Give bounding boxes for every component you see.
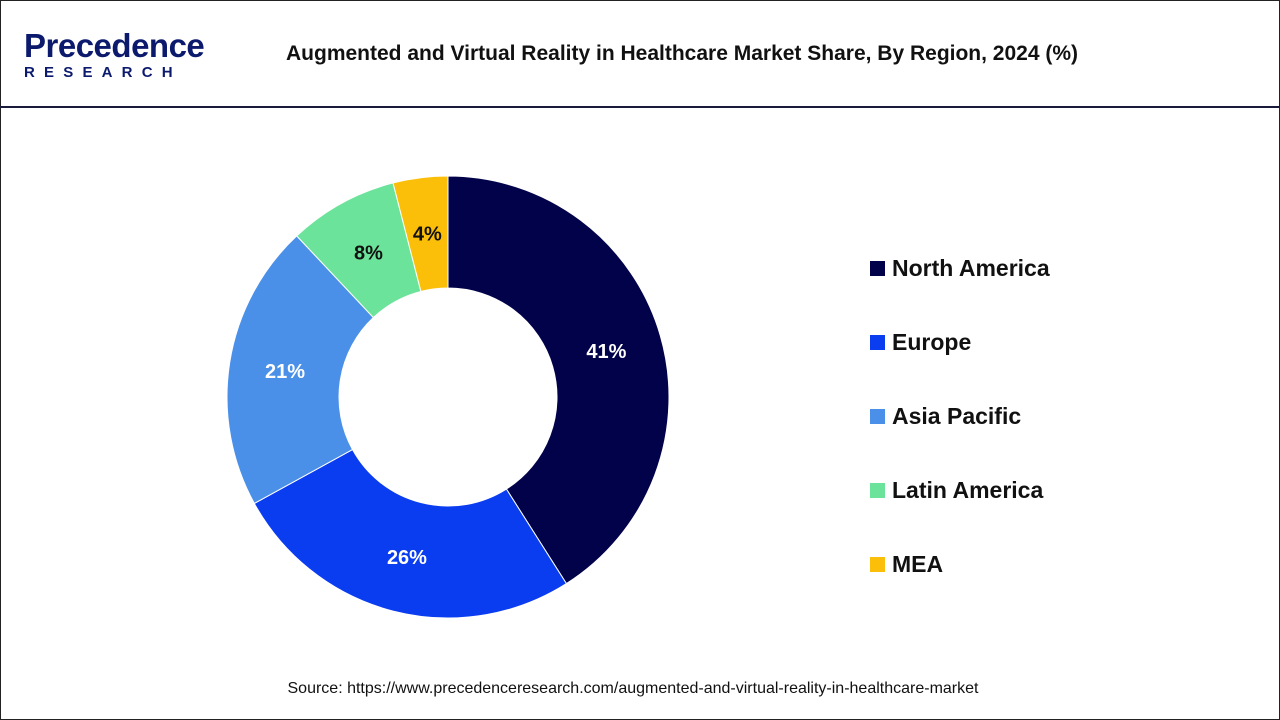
slice-north-america (447, 175, 670, 585)
legend-item: Europe (870, 305, 1050, 380)
data-label: 26% (387, 547, 427, 569)
legend-item: MEA (870, 527, 1050, 602)
slice-europe (253, 448, 568, 619)
logo: Precedence RESEARCH (24, 27, 205, 81)
logo-sub: RESEARCH (24, 64, 182, 81)
legend-label: North America (892, 255, 1050, 281)
legend-swatch (870, 409, 885, 424)
slice-mea (392, 175, 449, 293)
chart-title: Augmented and Virtual Reality in Healthc… (286, 42, 1079, 65)
logo-main: Precedence (24, 27, 205, 64)
header: Precedence RESEARCH Augmented and Virtua… (0, 0, 1280, 108)
data-label: 41% (586, 341, 626, 363)
data-label: 8% (354, 242, 383, 264)
legend-label: Asia Pacific (892, 403, 1022, 429)
slice-asia-pacific (226, 235, 375, 505)
source-text: Source: https://www.precedenceresearch.c… (287, 680, 979, 697)
legend-item: Asia Pacific (870, 379, 1050, 454)
legend-label: MEA (892, 551, 944, 577)
legend-label: Latin America (892, 477, 1044, 503)
data-label: 21% (265, 361, 305, 383)
legend-swatch (870, 335, 885, 350)
legend: North America Europe Asia Pacific Latin Ame… (870, 232, 1050, 602)
legend-swatch (870, 483, 885, 498)
legend-label: Europe (892, 329, 972, 355)
legend-swatch (870, 261, 885, 276)
data-label: 4% (413, 223, 442, 245)
legend-item: North America (870, 231, 1050, 306)
legend-item: Latin America (870, 453, 1050, 528)
legend-swatch (870, 557, 885, 572)
